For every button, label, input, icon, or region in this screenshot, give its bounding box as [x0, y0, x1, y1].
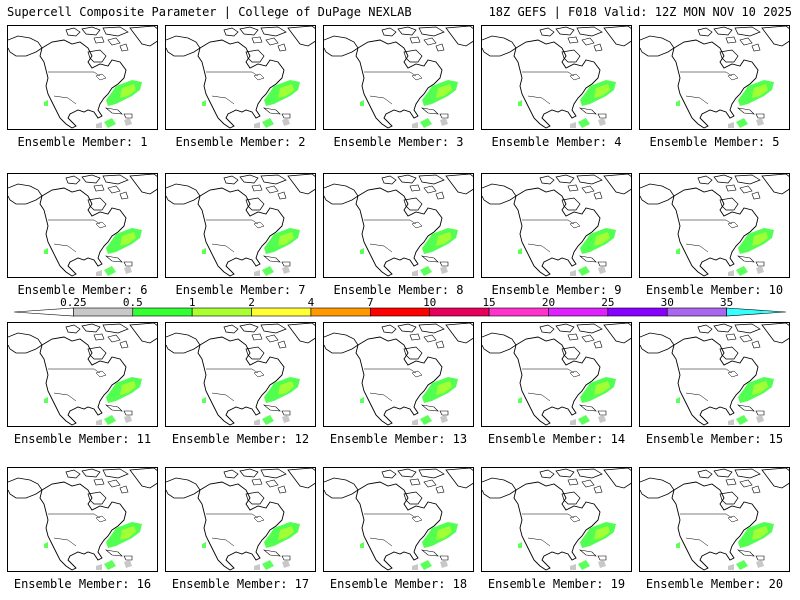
north-america-map: [324, 323, 473, 426]
colorbar-segment: [488, 307, 549, 317]
page-title: Supercell Composite Parameter | College …: [7, 5, 412, 19]
colorbar-segment: [132, 307, 193, 317]
colorbar-tick-label: 0.25: [60, 296, 87, 309]
member-label-10: Ensemble Member: 10: [645, 283, 784, 297]
north-america-map: [8, 323, 157, 426]
member-label-8: Ensemble Member: 8: [333, 283, 464, 297]
member-label-3: Ensemble Member: 3: [333, 135, 464, 149]
map-panel-10[interactable]: [639, 173, 790, 278]
member-label-17: Ensemble Member: 17: [171, 577, 310, 591]
member-label-4: Ensemble Member: 4: [491, 135, 622, 149]
map-panel-6[interactable]: [7, 173, 158, 278]
map-panel-11[interactable]: [7, 322, 158, 427]
north-america-map: [482, 468, 631, 571]
colorbar-segment: [13, 307, 74, 317]
map-panel-13[interactable]: [323, 322, 474, 427]
map-panel-19[interactable]: [481, 467, 632, 572]
north-america-map: [482, 174, 631, 277]
map-panel-4[interactable]: [481, 25, 632, 130]
colorbar-tick-label: 10: [423, 296, 436, 309]
colorbar-segment: [666, 307, 727, 317]
map-panel-17[interactable]: [165, 467, 316, 572]
north-america-map: [324, 174, 473, 277]
colorbar-tick-label: 30: [661, 296, 674, 309]
colorbar-tick-label: 15: [482, 296, 495, 309]
north-america-map: [8, 26, 157, 129]
member-label-6: Ensemble Member: 6: [17, 283, 148, 297]
member-label-12: Ensemble Member: 12: [171, 432, 310, 446]
colorbar-segment: [191, 307, 252, 317]
map-panel-9[interactable]: [481, 173, 632, 278]
colorbar-tick-label: 0.5: [123, 296, 143, 309]
colorbar-segment: [429, 307, 490, 317]
member-label-5: Ensemble Member: 5: [649, 135, 780, 149]
colorbar-legend: 0.25 0.5 1 2 4 7 10 15 20 25 30 35: [0, 296, 800, 318]
member-label-13: Ensemble Member: 13: [329, 432, 468, 446]
colorbar-tick-label: 35: [720, 296, 733, 309]
member-label-14: Ensemble Member: 14: [487, 432, 626, 446]
colorbar-segment: [548, 307, 609, 317]
colorbar-tick-label: 1: [189, 296, 196, 309]
north-america-map: [166, 26, 315, 129]
north-america-map: [166, 174, 315, 277]
colorbar-segment: [370, 307, 430, 317]
colorbar-tick-label: 4: [308, 296, 315, 309]
map-panel-18[interactable]: [323, 467, 474, 572]
member-label-9: Ensemble Member: 9: [491, 283, 622, 297]
colorbar-segment: [607, 307, 668, 317]
map-panel-3[interactable]: [323, 25, 474, 130]
map-panel-15[interactable]: [639, 322, 790, 427]
colorbar-segment: [726, 307, 787, 317]
map-panel-14[interactable]: [481, 322, 632, 427]
north-america-map: [166, 468, 315, 571]
member-label-15: Ensemble Member: 15: [645, 432, 784, 446]
north-america-map: [640, 26, 789, 129]
map-panel-5[interactable]: [639, 25, 790, 130]
map-panel-12[interactable]: [165, 322, 316, 427]
member-label-20: Ensemble Member: 20: [645, 577, 784, 591]
member-label-1: Ensemble Member: 1: [17, 135, 148, 149]
colorbar-tick-label: 25: [601, 296, 614, 309]
member-label-11: Ensemble Member: 11: [13, 432, 152, 446]
map-panel-16[interactable]: [7, 467, 158, 572]
map-panel-8[interactable]: [323, 173, 474, 278]
colorbar-tick-label: 20: [542, 296, 555, 309]
member-label-19: Ensemble Member: 19: [487, 577, 626, 591]
run-info: 18Z GEFS | F018 Valid: 12Z MON NOV 10 20…: [488, 5, 792, 19]
north-america-map: [166, 323, 315, 426]
member-label-16: Ensemble Member: 16: [13, 577, 152, 591]
map-panel-2[interactable]: [165, 25, 316, 130]
north-america-map: [640, 323, 789, 426]
north-america-map: [324, 468, 473, 571]
north-america-map: [8, 468, 157, 571]
map-panel-20[interactable]: [639, 467, 790, 572]
header: Supercell Composite Parameter | College …: [0, 0, 800, 24]
north-america-map: [482, 323, 631, 426]
colorbar-segment: [73, 307, 134, 317]
north-america-map: [324, 26, 473, 129]
member-label-7: Ensemble Member: 7: [175, 283, 306, 297]
colorbar-tick-label: 2: [248, 296, 255, 309]
member-label-18: Ensemble Member: 18: [329, 577, 468, 591]
north-america-map: [640, 174, 789, 277]
colorbar-segment: [310, 307, 371, 317]
north-america-map: [640, 468, 789, 571]
colorbar-segment: [251, 307, 312, 317]
colorbar-svg: 0.25 0.5 1 2 4 7 10 15 20 25 30 35: [13, 296, 787, 317]
member-label-2: Ensemble Member: 2: [175, 135, 306, 149]
north-america-map: [8, 174, 157, 277]
map-panel-7[interactable]: [165, 173, 316, 278]
map-panel-1[interactable]: [7, 25, 158, 130]
colorbar-tick-label: 7: [367, 296, 374, 309]
north-america-map: [482, 26, 631, 129]
